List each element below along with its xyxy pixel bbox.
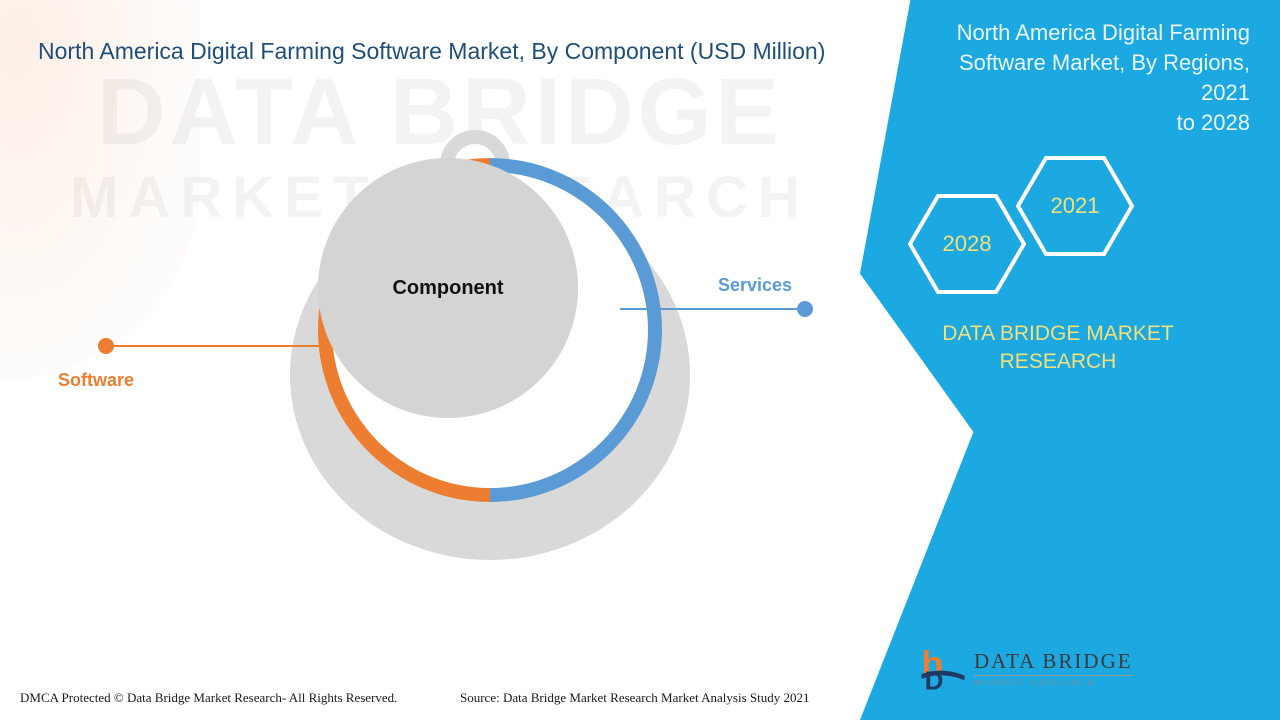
footer-source-text: Source: Data Bridge Market Research Mark… xyxy=(460,690,809,706)
services-connector-line xyxy=(620,308,805,310)
svg-text:D: D xyxy=(925,665,944,691)
logo-text-main: DATA BRIDGE xyxy=(974,649,1133,674)
right-info-panel: North America Digital Farming Software M… xyxy=(860,0,1280,720)
right-panel-title: North America Digital Farming Software M… xyxy=(920,18,1250,138)
services-connector-dot xyxy=(797,301,813,317)
donut-center-circle: Component xyxy=(318,158,578,418)
software-connector-line xyxy=(110,345,320,347)
brand-logo: b D DATA BRIDGE MARKET RESEARCH xyxy=(920,645,1133,691)
services-label: Services xyxy=(718,275,792,296)
software-connector-dot xyxy=(98,338,114,354)
slide-root: North America Digital Farming Software M… xyxy=(0,0,1280,720)
stopwatch-donut-graphic: XX% XX% Component xyxy=(290,130,690,560)
footer-copyright-text: DMCA Protected © Data Bridge Market Rese… xyxy=(20,690,397,706)
software-label: Software xyxy=(58,370,134,391)
dbmr-caption-text: DATA BRIDGE MARKET RESEARCH xyxy=(908,320,1208,376)
logo-text-sub: MARKET RESEARCH xyxy=(974,675,1133,687)
hexagon-2028: 2028 xyxy=(908,193,1026,295)
hexagon-badges: 2028 2021 xyxy=(908,155,1188,295)
hexagon-2021: 2021 xyxy=(1016,155,1134,257)
donut-center-label: Component xyxy=(318,158,578,418)
logo-mark-icon: b D xyxy=(920,645,966,691)
